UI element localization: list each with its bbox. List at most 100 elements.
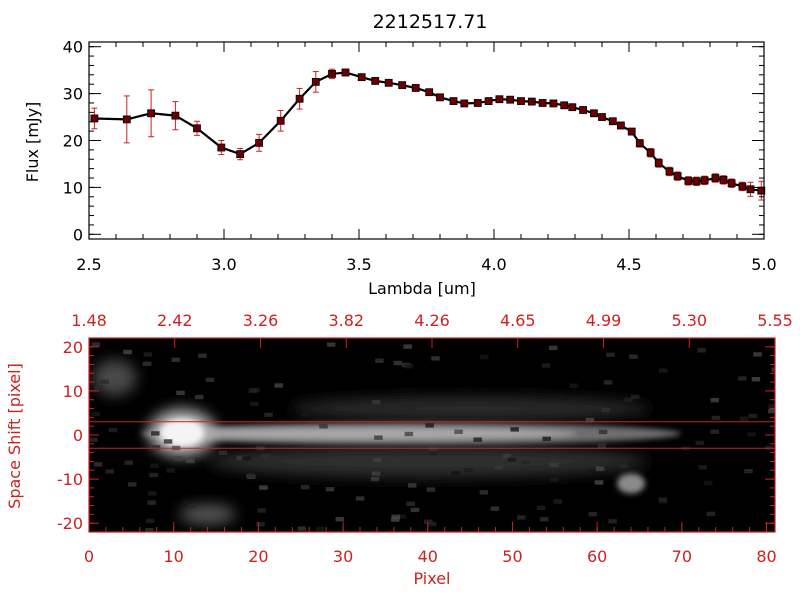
flux-data-point <box>538 99 547 107</box>
flux-data-point <box>719 175 728 184</box>
noise-pixel <box>771 367 775 372</box>
noise-pixel <box>739 416 749 421</box>
flux-data-point <box>646 148 655 157</box>
noise-pixel <box>371 399 381 405</box>
noise-pixel <box>711 415 721 421</box>
noise-pixel <box>710 397 719 403</box>
bottom-x-tick-labels: 0 10 20 30 40 50 60 70 80 <box>84 547 777 566</box>
noise-pixel <box>127 482 137 487</box>
flux-data-point <box>617 121 625 130</box>
noise-pixel <box>450 470 460 476</box>
noise-pixel <box>629 354 638 359</box>
x-tick-label: 20 <box>248 547 268 566</box>
flux-data-point <box>608 117 617 126</box>
noise-pixel <box>556 394 566 400</box>
noise-pixel <box>597 443 607 448</box>
noise-pixel <box>751 377 761 382</box>
noise-pixel <box>588 511 597 517</box>
top-x-tick-labels: 2.5 3.0 3.5 4.0 4.5 5.0 <box>76 255 776 274</box>
flux-data-point <box>236 150 245 159</box>
noise-pixel <box>703 480 713 486</box>
flux-data-point <box>700 176 709 185</box>
flux-data-point <box>627 127 636 136</box>
noise-pixel <box>391 514 401 520</box>
noise-pixel <box>706 511 716 517</box>
flux-data-point <box>727 179 736 188</box>
noise-pixel <box>580 407 590 413</box>
noise-pixel <box>326 342 336 347</box>
noise-pixel <box>335 517 345 522</box>
noise-pixel <box>698 465 707 470</box>
flux-data-point <box>635 139 644 148</box>
top-y-axis-label: Flux [mJy] <box>23 102 42 183</box>
y-tick-label: -10 <box>57 470 83 489</box>
noise-pixel <box>370 476 380 482</box>
noise-pixel <box>93 462 103 467</box>
flux-data-point <box>684 176 693 185</box>
noise-pixel <box>173 456 183 461</box>
noise-pixel <box>423 519 433 524</box>
noise-pixel <box>205 377 215 382</box>
flux-data-point <box>673 172 682 181</box>
flux-data-point <box>436 93 444 102</box>
noise-pixel <box>105 469 115 474</box>
flux-data-point <box>449 97 458 105</box>
noise-pixel <box>390 458 400 464</box>
noise-pixel <box>108 427 118 433</box>
noise-pixel <box>585 417 595 423</box>
x-tick-label: 3.5 <box>346 255 371 274</box>
noise-pixel <box>301 412 311 417</box>
noise-pixel <box>163 439 173 444</box>
x-tick-label: 40 <box>418 547 438 566</box>
y-tick-label: 10 <box>63 178 83 197</box>
noise-pixel <box>398 446 407 452</box>
noise-pixel <box>480 354 489 360</box>
bottom-y-axis-label: Space Shift [pixel] <box>5 363 24 509</box>
noise-pixel <box>198 353 207 358</box>
wavelength-tick-label: 2.42 <box>157 311 193 330</box>
noise-pixel <box>100 379 109 384</box>
noise-pixel <box>151 445 161 450</box>
faint-emission <box>179 504 236 525</box>
noise-pixel <box>595 466 605 471</box>
noise-pixel <box>454 429 463 434</box>
noise-pixel <box>493 465 503 470</box>
flux-data-point <box>171 111 180 120</box>
noise-pixel <box>182 500 192 505</box>
y-tick-label: 0 <box>73 426 83 445</box>
chart-title: 2212517.71 <box>373 11 488 33</box>
noise-pixel <box>142 361 152 366</box>
noise-pixel <box>658 497 668 502</box>
noise-pixel <box>274 383 283 388</box>
flux-data-point <box>311 77 320 86</box>
noise-pixel <box>245 473 255 478</box>
flux-data-point <box>276 116 285 125</box>
noise-pixel <box>315 526 325 532</box>
flux-data-point <box>579 106 587 114</box>
flux-data-point <box>517 97 525 105</box>
top-wavelength-tick-labels: 1.48 2.42 3.26 3.82 4.26 4.65 4.99 5.30 5.55 <box>71 311 793 330</box>
noise-pixel <box>391 517 400 522</box>
flux-data-point <box>746 185 755 194</box>
noise-pixel <box>608 519 617 524</box>
top-x-axis-label: Lambda [um] <box>368 279 476 298</box>
flux-data-point <box>665 167 674 176</box>
flux-data-point <box>398 81 407 90</box>
noise-pixel <box>145 527 154 532</box>
y-tick-label: -20 <box>57 514 83 533</box>
noise-pixel <box>695 440 705 446</box>
bottom-axis-ticks <box>88 337 776 533</box>
noise-pixel <box>148 491 157 496</box>
bottom-y-tick-labels: -20 -10 0 10 20 <box>57 338 83 533</box>
noise-pixel <box>658 368 668 373</box>
noise-pixel <box>510 427 519 432</box>
flux-data-point <box>371 77 380 85</box>
flux-data-point <box>90 114 99 123</box>
noise-pixel <box>194 394 204 400</box>
noise-pixel <box>410 507 420 513</box>
x-tick-label: 0 <box>84 547 94 566</box>
spectral-image <box>89 342 775 532</box>
flux-data-point <box>147 109 156 118</box>
top-axis-ticks <box>88 42 765 239</box>
flux-data-point <box>193 124 201 133</box>
